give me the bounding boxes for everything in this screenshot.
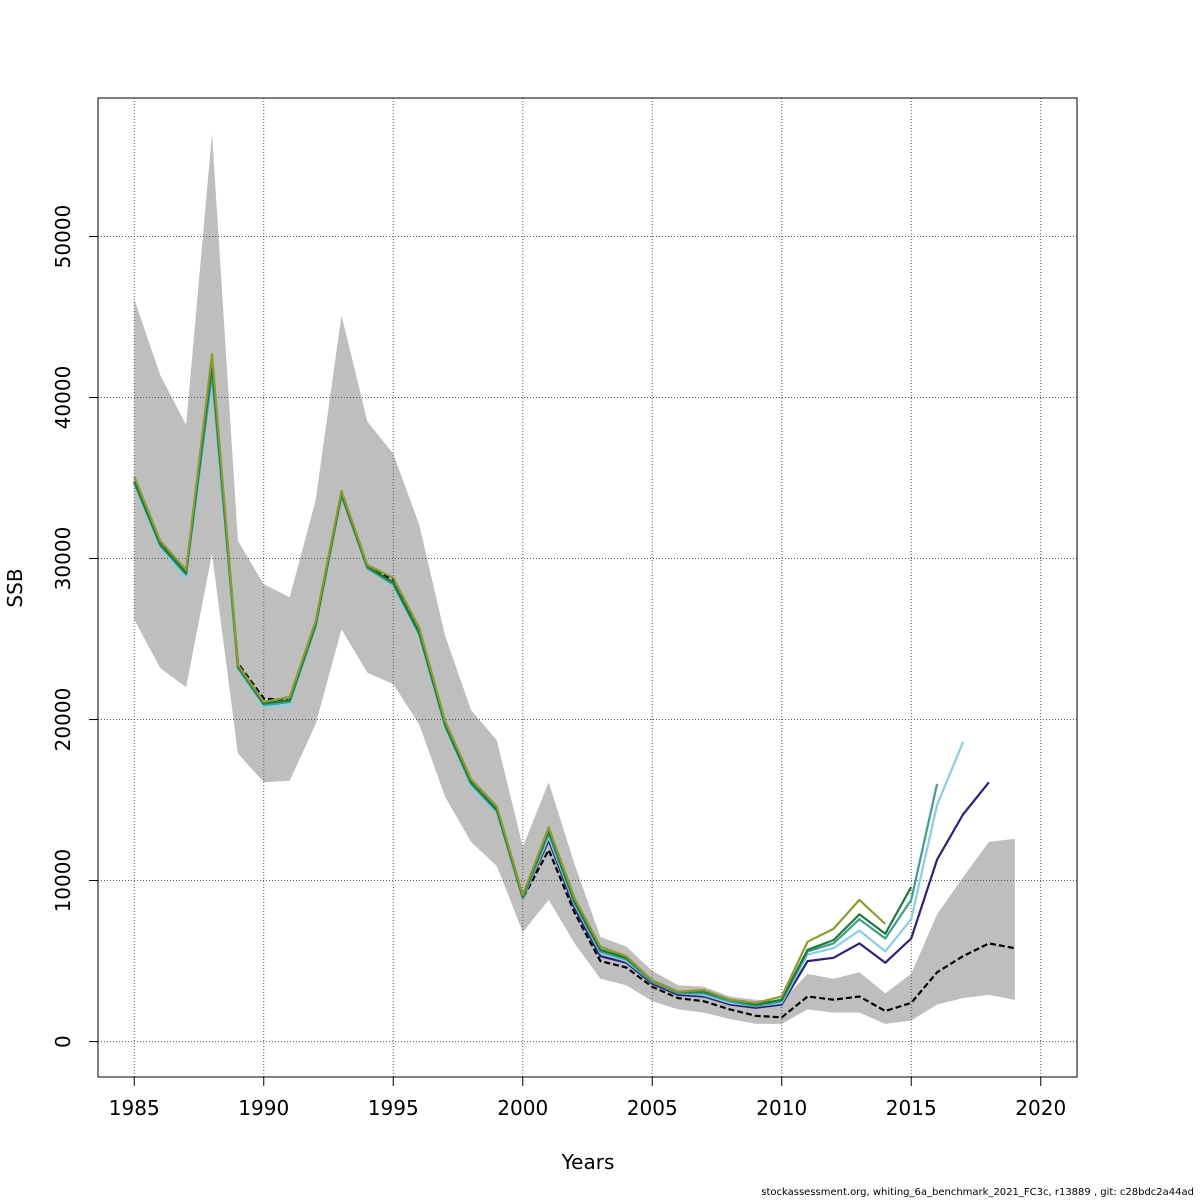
x-tick-label: 2005 [627, 1096, 678, 1120]
confidence-band-area [134, 133, 1015, 1024]
x-tick-label: 2015 [886, 1096, 937, 1120]
series-lines [133, 352, 1016, 1019]
footer-source: stockassessment.org, whiting_6a_benchmar… [761, 1187, 1194, 1198]
series-line-5 [133, 364, 913, 1006]
x-tick-label: 2000 [497, 1096, 548, 1120]
x-tick-label: 1985 [109, 1096, 160, 1120]
x-tick-label: 2010 [756, 1096, 807, 1120]
y-tick-label: 10000 [51, 849, 75, 913]
x-tick-label: 1995 [368, 1096, 419, 1120]
x-tick-label: 2020 [1015, 1096, 1066, 1120]
plot-frame [97, 97, 1078, 1078]
x-tick-label: 1990 [238, 1096, 289, 1120]
y-tick-label: 30000 [51, 527, 75, 591]
confidence-band [134, 133, 1015, 1024]
y-tick-label: 50000 [51, 205, 75, 269]
y-tick-label: 40000 [51, 366, 75, 430]
series-line-6 [133, 352, 887, 1005]
series-line-3 [133, 381, 965, 1008]
y-tick-label: 0 [51, 1035, 75, 1048]
x-axis-label: Years [561, 1150, 615, 1174]
y-axis-label: SSB [3, 568, 27, 607]
y-tick-label: 20000 [51, 688, 75, 752]
axes: 1985 1990 1995 2000 2005 2010 2015 2020 0 10000 20… [51, 205, 1066, 1120]
